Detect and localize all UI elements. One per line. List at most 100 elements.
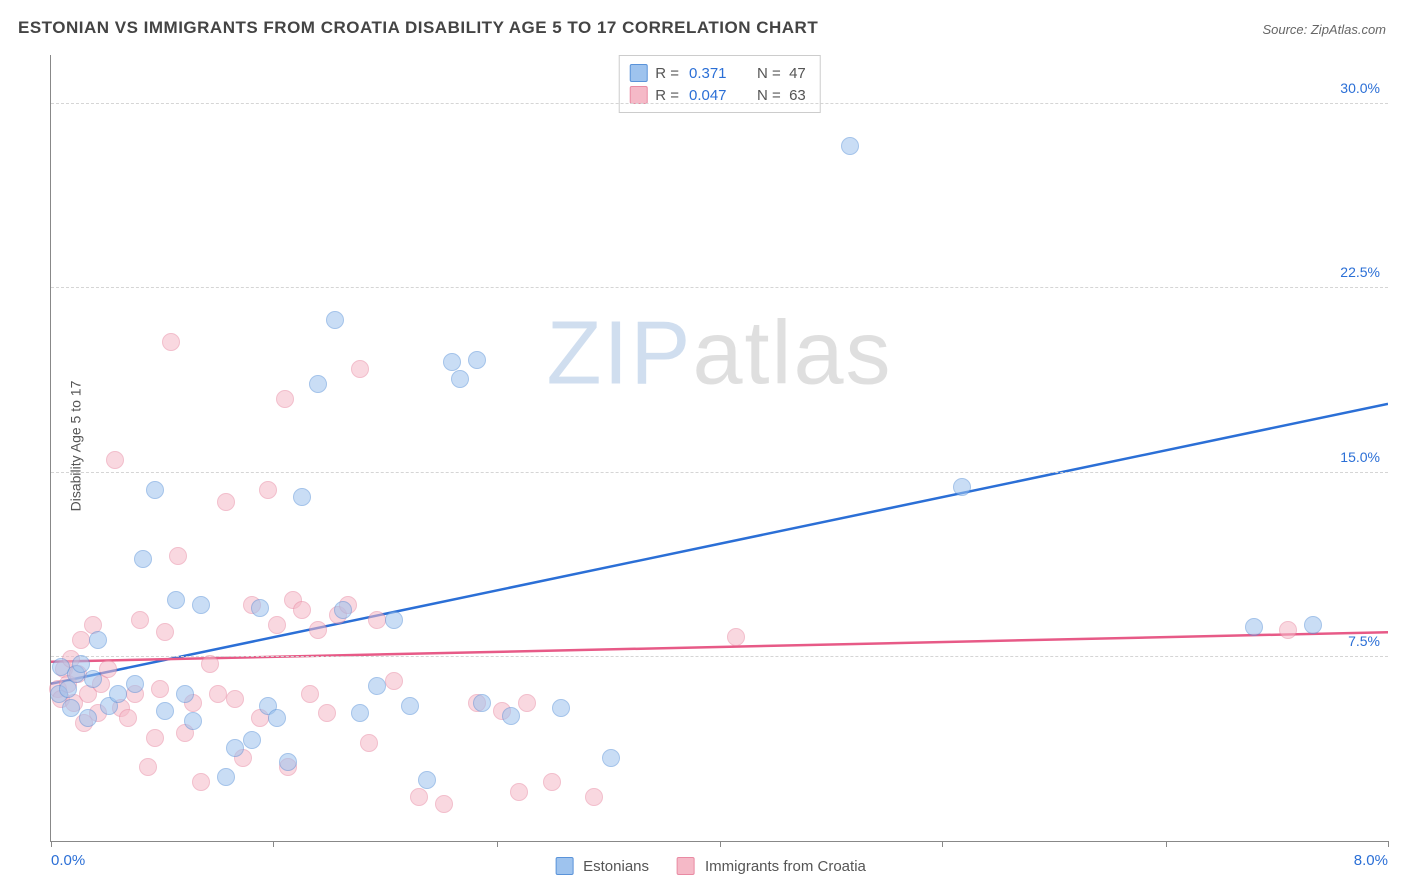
data-point — [109, 685, 127, 703]
y-tick-label: 22.5% — [1340, 264, 1380, 280]
data-point — [518, 694, 536, 712]
data-point — [279, 753, 297, 771]
n-label: N = 47 — [757, 65, 806, 82]
x-axis-min-label: 0.0% — [51, 852, 85, 869]
data-point — [443, 353, 461, 371]
gridline — [51, 472, 1388, 473]
data-point — [468, 351, 486, 369]
data-point — [209, 685, 227, 703]
data-point — [953, 478, 971, 496]
data-point — [243, 731, 261, 749]
data-point — [89, 631, 107, 649]
data-point — [226, 690, 244, 708]
data-point — [334, 601, 352, 619]
data-point — [176, 685, 194, 703]
data-point — [385, 611, 403, 629]
data-point — [293, 601, 311, 619]
legend: Estonians Immigrants from Croatia — [555, 857, 884, 875]
data-point — [368, 677, 386, 695]
data-point — [602, 749, 620, 767]
data-point — [192, 773, 210, 791]
data-point — [368, 611, 386, 629]
data-point — [268, 616, 286, 634]
x-tick — [942, 841, 943, 847]
data-point — [134, 550, 152, 568]
data-point — [139, 758, 157, 776]
data-point — [167, 591, 185, 609]
data-point — [268, 709, 286, 727]
data-point — [309, 621, 327, 639]
y-tick-label: 7.5% — [1348, 633, 1380, 649]
data-point — [727, 628, 745, 646]
data-point — [1245, 618, 1263, 636]
data-point — [79, 709, 97, 727]
y-tick-label: 15.0% — [1340, 449, 1380, 465]
data-point — [226, 739, 244, 757]
data-point — [293, 488, 311, 506]
legend-label: Estonians — [583, 858, 649, 875]
gridline — [51, 103, 1388, 104]
watermark-zip: ZIP — [546, 303, 692, 403]
data-point — [410, 788, 428, 806]
data-point — [552, 699, 570, 717]
data-point — [99, 660, 117, 678]
r-label: R = — [655, 65, 679, 82]
legend-swatch — [555, 857, 573, 875]
data-point — [146, 481, 164, 499]
data-point — [510, 783, 528, 801]
data-point — [435, 795, 453, 813]
data-point — [585, 788, 603, 806]
data-point — [418, 771, 436, 789]
data-point — [201, 655, 219, 673]
data-point — [1279, 621, 1297, 639]
data-point — [1304, 616, 1322, 634]
data-point — [259, 481, 277, 499]
data-point — [473, 694, 491, 712]
data-point — [72, 631, 90, 649]
data-point — [131, 611, 149, 629]
data-point — [162, 333, 180, 351]
r-value: 0.047 — [689, 87, 741, 104]
y-tick-label: 30.0% — [1340, 80, 1380, 96]
data-point — [217, 768, 235, 786]
chart-title: ESTONIAN VS IMMIGRANTS FROM CROATIA DISA… — [18, 18, 818, 38]
data-point — [126, 675, 144, 693]
data-point — [351, 704, 369, 722]
data-point — [385, 672, 403, 690]
data-point — [156, 623, 174, 641]
data-point — [451, 370, 469, 388]
data-point — [156, 702, 174, 720]
r-label: R = — [655, 87, 679, 104]
x-tick — [273, 841, 274, 847]
data-point — [841, 137, 859, 155]
data-point — [543, 773, 561, 791]
legend-label: Immigrants from Croatia — [705, 858, 866, 875]
x-axis-max-label: 8.0% — [1354, 852, 1388, 869]
data-point — [309, 375, 327, 393]
data-point — [119, 709, 137, 727]
data-point — [276, 390, 294, 408]
data-point — [251, 599, 269, 617]
data-point — [84, 670, 102, 688]
data-point — [184, 712, 202, 730]
x-tick — [51, 841, 52, 847]
x-tick — [720, 841, 721, 847]
data-point — [106, 451, 124, 469]
source-attribution: Source: ZipAtlas.com — [1262, 22, 1386, 37]
data-point — [351, 360, 369, 378]
data-point — [62, 699, 80, 717]
data-point — [401, 697, 419, 715]
x-tick — [497, 841, 498, 847]
stats-row: R =0.371N = 47 — [629, 62, 806, 84]
data-point — [146, 729, 164, 747]
data-point — [217, 493, 235, 511]
trend-line — [51, 404, 1388, 684]
gridline — [51, 656, 1388, 657]
data-point — [360, 734, 378, 752]
watermark-atlas: atlas — [692, 303, 892, 403]
data-point — [326, 311, 344, 329]
gridline — [51, 287, 1388, 288]
data-point — [151, 680, 169, 698]
legend-swatch — [629, 86, 647, 104]
data-point — [301, 685, 319, 703]
